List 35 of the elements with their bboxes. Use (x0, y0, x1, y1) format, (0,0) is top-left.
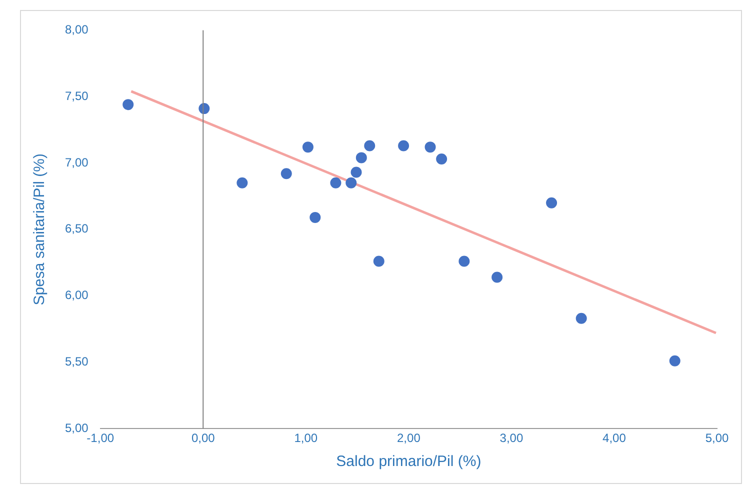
y-tick-label: 7,00 (64, 155, 89, 170)
x-tick-label: 2,00 (397, 431, 421, 446)
x-tick-label: 3,00 (500, 431, 524, 446)
y-tick-label: 6,50 (64, 222, 89, 236)
y-axis-title: Spesa sanitaria/Pil (%) (31, 154, 48, 306)
point (576, 312, 587, 324)
x-tick-label: 4,00 (602, 431, 626, 446)
point (122, 99, 134, 110)
y-tick-label: 8,00 (64, 22, 89, 37)
point (364, 140, 376, 152)
y-tick-label: 5,00 (64, 420, 89, 435)
point (669, 355, 680, 366)
point (280, 168, 292, 180)
point (424, 142, 436, 153)
point (356, 152, 367, 164)
point (398, 140, 410, 152)
x-tick-label: 5,00 (705, 431, 729, 446)
point (436, 154, 448, 165)
point (373, 256, 384, 267)
x-tick-label: -1,00 (86, 431, 114, 446)
point (458, 256, 470, 267)
point (350, 166, 362, 178)
x-axis-title: Saldo primario/Pil (%) (336, 453, 482, 470)
point (492, 272, 503, 283)
point (236, 177, 248, 188)
x-tick-label: 0,00 (191, 431, 216, 446)
point (346, 177, 357, 188)
y-tick-label: 6,00 (64, 288, 89, 302)
point (546, 197, 558, 208)
y-tick-label: 5,50 (64, 354, 89, 369)
x-tick-label: 1,00 (294, 431, 318, 446)
point (330, 177, 342, 188)
point (310, 212, 321, 223)
y-tick-label: 7,50 (64, 88, 89, 103)
point (302, 142, 314, 153)
